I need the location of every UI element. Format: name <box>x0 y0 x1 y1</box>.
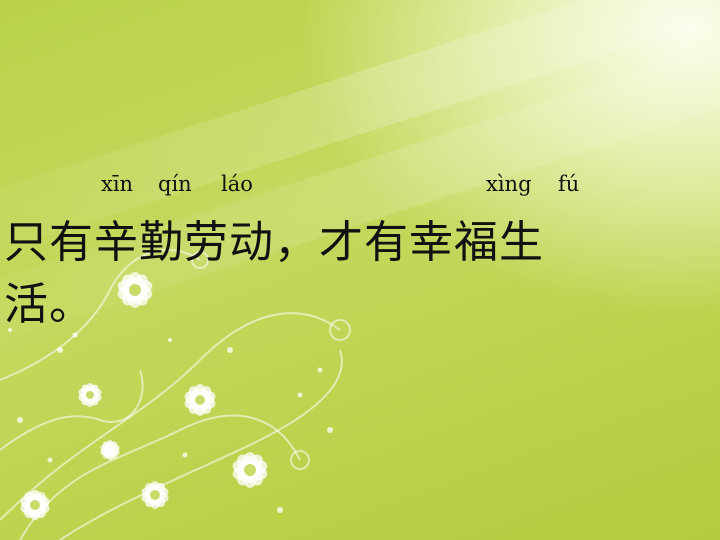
pinyin-qin: qín <box>158 172 192 196</box>
sentence-line-2: 活。 <box>4 279 94 330</box>
pinyin-xin: xīn <box>101 172 134 196</box>
pinyin-xing: xìng <box>486 172 532 196</box>
pinyin-fu: fú <box>558 172 580 196</box>
sentence-line-1: 只有辛勤劳动，才有幸福生 <box>4 217 544 268</box>
pinyin-lao: láo <box>221 172 253 196</box>
